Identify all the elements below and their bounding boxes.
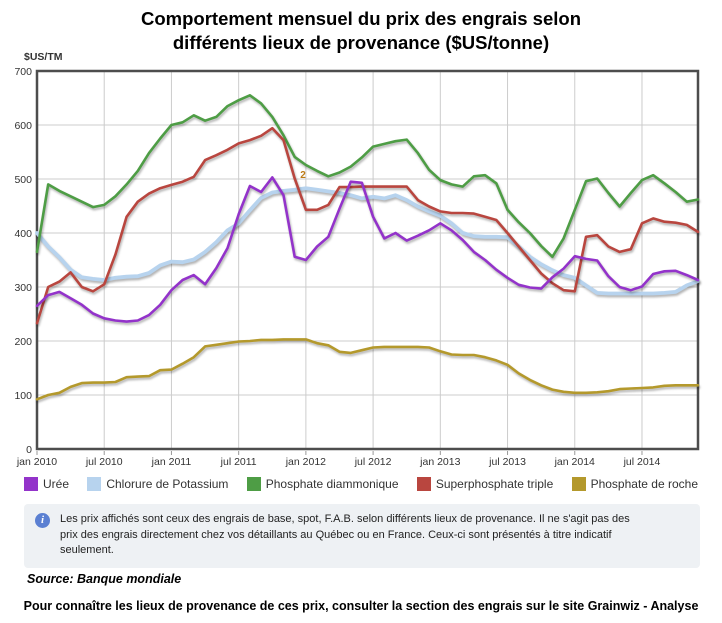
legend-label: Urée — [43, 477, 70, 491]
legend-item-4[interactable]: Superphosphate triple — [416, 477, 554, 491]
legend-swatch — [87, 477, 102, 491]
chart-title-line2: différents lieux de provenance ($US/tonn… — [172, 32, 550, 53]
source-note: Source: Banque mondiale — [27, 572, 182, 586]
y-tick-label: 0 — [26, 443, 32, 456]
x-tick-label: jan 2012 — [285, 456, 327, 468]
x-tick-label: jan 2013 — [420, 456, 461, 468]
y-tick-label: 200 — [14, 335, 32, 348]
series-line-1 — [35, 176, 700, 323]
y-tick-label: 600 — [14, 119, 32, 132]
y-tick-label: 500 — [14, 173, 32, 186]
y-axis-unit-label: $US/TM — [24, 51, 63, 63]
y-tick-label: 100 — [14, 389, 32, 402]
legend-swatch — [416, 477, 431, 491]
series-line-2 — [35, 186, 700, 296]
legend-label: Superphosphate triple — [435, 477, 554, 491]
y-tick-label: 400 — [14, 227, 32, 240]
y-tick-label: 700 — [14, 65, 32, 78]
x-tick-label: jul 2014 — [623, 456, 661, 468]
chart-title: Comportement mensuel du prix des engrais… — [0, 7, 722, 55]
series-line-5 — [35, 338, 700, 401]
x-tick-label: jul 2012 — [354, 456, 392, 468]
legend-item-2[interactable]: Chlorure de Potassium — [87, 477, 228, 491]
y-tick-label: 300 — [14, 281, 32, 294]
legend-swatch — [571, 477, 586, 491]
info-box: i Les prix affichés sont ceux des engrai… — [24, 504, 700, 568]
legend-swatch — [24, 477, 38, 491]
footer-note: Pour connaître les lieux de provenance d… — [23, 599, 699, 613]
x-tick-label: jul 2010 — [85, 456, 123, 468]
x-tick-label: jan 2011 — [151, 456, 192, 468]
info-text-line: seulement. — [60, 544, 114, 556]
series-line-3 — [35, 94, 700, 259]
legend: Urée Chlorure de Potassium Phosphate diamm… — [24, 477, 698, 491]
x-tick-label: jul 2013 — [489, 456, 526, 468]
chart-title-line1: Comportement mensuel du prix des engrais… — [141, 8, 581, 29]
legend-label: Phosphate de roche — [590, 477, 698, 491]
info-text-line: prix des engrais directement chez vos dé… — [60, 528, 612, 541]
legend-label: Phosphate diammonique — [265, 477, 399, 491]
series-line-4 — [35, 126, 700, 325]
x-tick-label: jul 2011 — [220, 456, 257, 468]
x-tick-label: jan 2010 — [16, 456, 58, 468]
info-icon: i — [35, 513, 50, 528]
legend-swatch — [246, 477, 261, 491]
legend-item-5[interactable]: Phosphate de roche — [571, 477, 698, 491]
legend-item-1[interactable]: Urée — [24, 477, 69, 491]
legend-label: Chlorure de Potassium — [106, 477, 229, 491]
chart-annotation: 2 — [300, 170, 306, 181]
info-text-line: Les prix affichés sont ceux des engrais … — [60, 513, 630, 525]
plot-border — [35, 69, 700, 451]
legend-item-3[interactable]: Phosphate diammonique — [246, 477, 399, 491]
x-tick-label: jan 2014 — [554, 456, 595, 468]
